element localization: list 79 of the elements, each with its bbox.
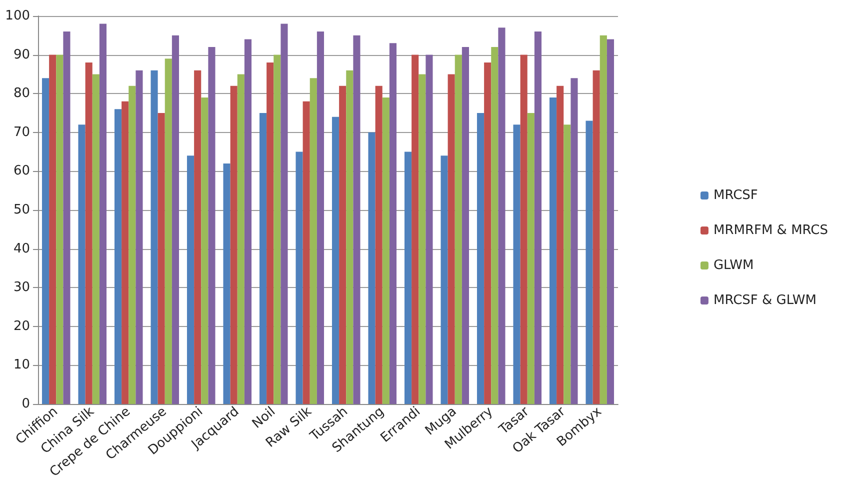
bar — [92, 74, 100, 404]
bar — [527, 113, 534, 404]
y-tick-label: 30 — [13, 280, 30, 296]
legend-label: GLWM — [713, 258, 754, 273]
bar — [244, 39, 252, 404]
bar — [223, 163, 230, 404]
bar — [404, 152, 412, 404]
bar — [491, 47, 498, 404]
bar — [513, 124, 520, 404]
bar — [230, 86, 238, 404]
bar — [310, 78, 317, 404]
bar — [208, 47, 216, 404]
bar — [389, 43, 397, 404]
y-tick-label: 80 — [13, 86, 30, 102]
y-tick-label: 10 — [13, 358, 30, 373]
bar — [201, 97, 208, 404]
y-tick-label: 90 — [13, 47, 30, 62]
bar — [128, 86, 136, 404]
y-tick-label: 40 — [13, 241, 30, 256]
bar — [42, 78, 50, 404]
bar — [186, 156, 194, 404]
bar — [78, 124, 86, 404]
bar — [592, 70, 600, 404]
bar — [296, 152, 303, 404]
bar — [346, 70, 354, 404]
bar — [259, 113, 267, 404]
legend-label: MRCSF & GLWM — [713, 293, 816, 308]
bar — [549, 97, 557, 404]
bar — [476, 113, 484, 404]
bar — [339, 86, 346, 404]
bar — [412, 54, 419, 404]
bar — [194, 70, 202, 404]
y-tick-label: 70 — [13, 124, 30, 140]
y-tick-label: 100 — [5, 8, 30, 24]
y-tick-label: 60 — [13, 164, 30, 179]
y-tick-label: 20 — [13, 318, 30, 334]
bar — [302, 101, 310, 404]
bar — [440, 156, 448, 404]
bar — [534, 32, 542, 404]
bar — [164, 58, 172, 404]
bar — [498, 28, 506, 404]
bar — [99, 24, 107, 404]
bar — [266, 62, 274, 404]
y-tick-label: 50 — [13, 202, 30, 218]
bar — [316, 32, 324, 404]
bar — [85, 62, 92, 404]
bar — [353, 35, 360, 404]
bar — [564, 124, 571, 404]
bar — [606, 39, 614, 404]
bar — [150, 70, 158, 404]
bar — [136, 70, 143, 404]
bar — [600, 35, 607, 404]
bar — [49, 54, 56, 404]
bar — [418, 74, 426, 404]
bar — [426, 54, 433, 404]
bar — [586, 120, 593, 404]
bar — [280, 24, 288, 404]
bar — [332, 116, 340, 404]
bar — [375, 86, 382, 404]
bar — [63, 32, 70, 404]
y-tick-label: 0 — [22, 396, 30, 412]
bar — [454, 54, 462, 404]
bar — [556, 86, 564, 404]
bar — [368, 132, 376, 404]
legend-label: MRCSF — [713, 188, 758, 203]
bar — [237, 74, 244, 404]
bar — [274, 54, 281, 404]
bar — [114, 109, 122, 404]
bar — [462, 47, 470, 404]
bar — [122, 101, 129, 404]
bar — [172, 35, 180, 404]
bar — [484, 62, 492, 404]
bar — [570, 78, 578, 404]
bar — [158, 113, 165, 404]
bar — [382, 97, 390, 404]
bar — [448, 74, 455, 404]
bar — [520, 54, 528, 404]
bar — [56, 54, 64, 404]
legend-label: MRMRFM & MRCS — [713, 223, 828, 238]
